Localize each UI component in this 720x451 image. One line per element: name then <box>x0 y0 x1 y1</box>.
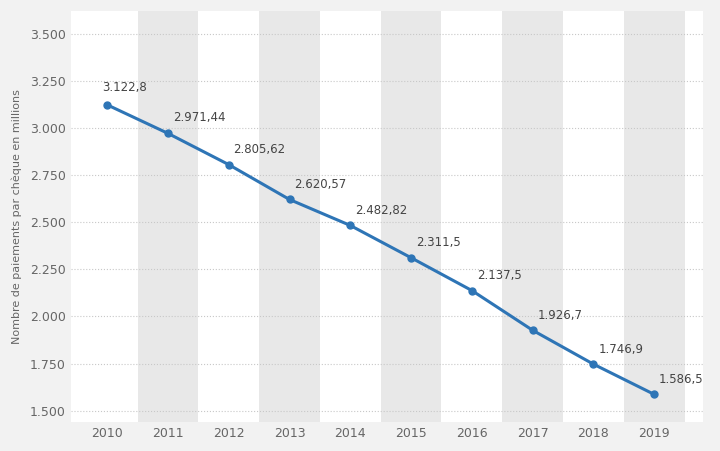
Text: 2.971,44: 2.971,44 <box>173 111 225 124</box>
Text: 2.805,62: 2.805,62 <box>233 143 286 156</box>
Bar <box>503 11 563 422</box>
Bar <box>138 11 198 422</box>
Text: 1.926,7: 1.926,7 <box>538 309 582 322</box>
Bar <box>624 11 685 422</box>
Text: 2.482,82: 2.482,82 <box>355 204 408 217</box>
Text: 1.586,5: 1.586,5 <box>659 373 703 386</box>
Bar <box>259 11 320 422</box>
Text: 2.311,5: 2.311,5 <box>416 236 461 249</box>
Text: 2.620,57: 2.620,57 <box>294 178 346 191</box>
Text: 1.746,9: 1.746,9 <box>598 343 644 356</box>
Text: 2.137,5: 2.137,5 <box>477 269 521 282</box>
Bar <box>381 11 441 422</box>
Y-axis label: Nombre de paiements par chèque en millions: Nombre de paiements par chèque en millio… <box>11 89 22 344</box>
Text: 3.122,8: 3.122,8 <box>102 82 147 94</box>
